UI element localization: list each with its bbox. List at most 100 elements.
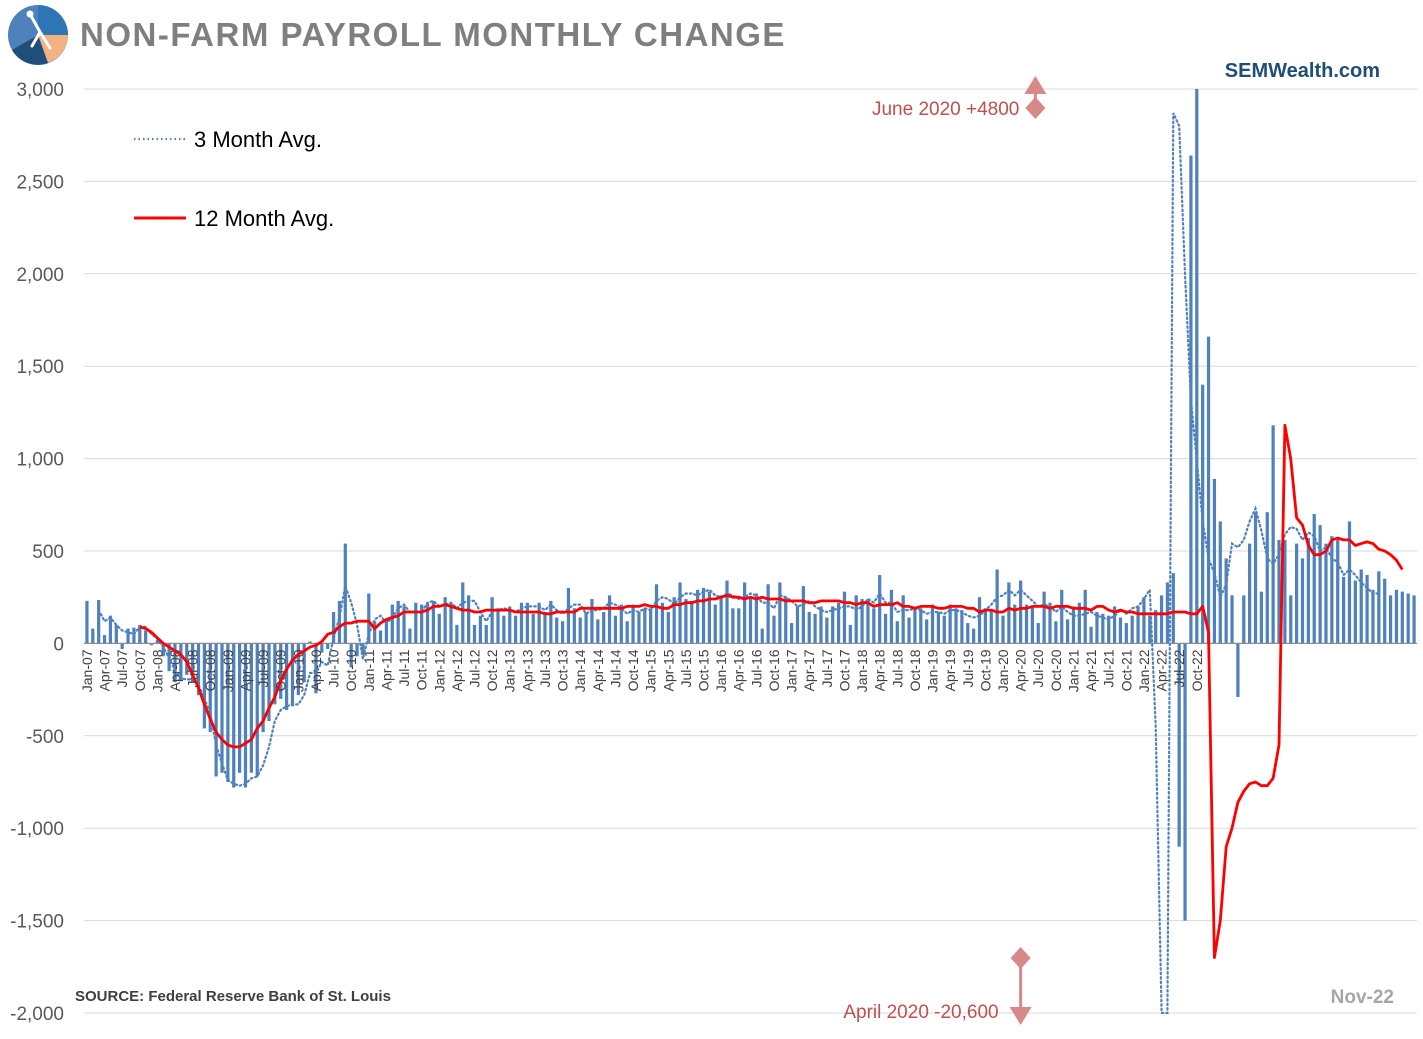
bar [1377,571,1381,644]
x-tick-label: Oct-15 [696,649,712,691]
x-tick-label: Jul-16 [748,649,764,687]
bar [102,635,107,644]
x-tick-label: Jul-19 [960,649,976,687]
bar [1007,582,1011,644]
bar [214,643,218,777]
x-tick-label: Oct-13 [555,649,571,691]
bar [1236,643,1240,697]
x-tick-label: Jan-19 [925,649,941,692]
x-tick-label: Apr-18 [872,649,888,691]
x-tick-label: Jul-13 [537,649,553,687]
bar [1295,543,1299,644]
bar [408,628,412,644]
bar [1306,538,1310,644]
bar [942,615,946,644]
bar [578,617,582,644]
bar [913,606,917,644]
x-tick-label: Jan-07 [79,649,95,692]
x-tick-label: Oct-19 [977,649,993,691]
bar [478,615,482,644]
bar [267,643,271,722]
bar [1324,543,1328,644]
x-tick-label: Jan-12 [431,649,447,692]
bar [431,600,436,644]
bar [367,593,371,644]
bar [508,606,512,644]
annotation-april-2020: April 2020 -20,600 [843,1002,998,1023]
y-tick-label: 0 [53,634,64,655]
bar [848,624,852,644]
legend: 3 Month Avg. 12 Month Avg. [134,127,334,231]
bar [196,643,201,696]
x-tick-label: Jul-21 [1101,649,1117,687]
bar [1118,617,1123,644]
x-tick-label: Oct-14 [625,649,641,691]
x-tick-label: Jul-17 [819,649,835,687]
bar [883,613,888,644]
bar [1271,425,1275,644]
bar [1124,623,1128,644]
x-tick-label: Apr-19 [942,649,958,691]
bar [414,602,418,644]
x-tick-label: Jul-12 [467,649,483,687]
bar [1048,602,1052,644]
bar [114,624,118,644]
x-tick-label: Jan-11 [361,649,377,691]
x-tick-label: Apr-11 [378,649,394,690]
x-tick-label: Apr-10 [308,649,324,691]
bar [866,599,870,644]
bar [684,599,688,644]
bar [108,615,113,644]
x-tick-label: Jan-15 [643,649,659,692]
x-tick-label: Jul-15 [678,649,694,687]
bar [1183,643,1187,921]
bar [654,584,659,644]
x-tick-label: Oct-20 [1048,649,1064,691]
bar [1159,595,1164,644]
bar [743,582,747,644]
bar [461,582,465,644]
bar [543,611,547,644]
bar [701,587,706,644]
bar [519,602,524,644]
x-tick-label: Apr-22 [1154,649,1170,691]
bar [1365,575,1369,644]
bar [825,617,829,644]
x-tick-label: Jan-18 [854,649,870,692]
bar [279,643,283,699]
bar [1206,336,1211,644]
x-tick-label: Jul-08 [185,649,201,687]
bar [97,599,101,644]
bar [1341,576,1346,644]
y-tick-label: -2,000 [10,1004,64,1025]
bar [455,624,459,644]
bar [467,595,471,644]
bar [144,630,148,644]
bar [326,643,330,649]
y-tick-label: 1,000 [16,450,64,471]
bar [1013,604,1017,644]
bar [731,608,735,644]
bar [1359,569,1363,644]
x-tick-label: Jul-22 [1171,649,1187,687]
bar [161,643,165,657]
bar [831,606,835,644]
x-tick-label: Jul-09 [255,649,271,687]
y-tick-label: -500 [26,727,64,748]
brand-logo-icon [8,5,68,65]
bar [1253,512,1258,644]
bar [320,643,324,653]
bar [713,604,717,644]
bar [983,608,988,644]
bar [502,615,506,644]
bar [349,643,353,668]
bar [1107,615,1111,644]
bar [772,615,776,644]
bar [907,617,911,644]
bar [185,643,189,675]
bar [801,586,805,644]
series-12-month-avg-line [139,423,1404,959]
bar [960,610,964,644]
bar [296,643,300,696]
